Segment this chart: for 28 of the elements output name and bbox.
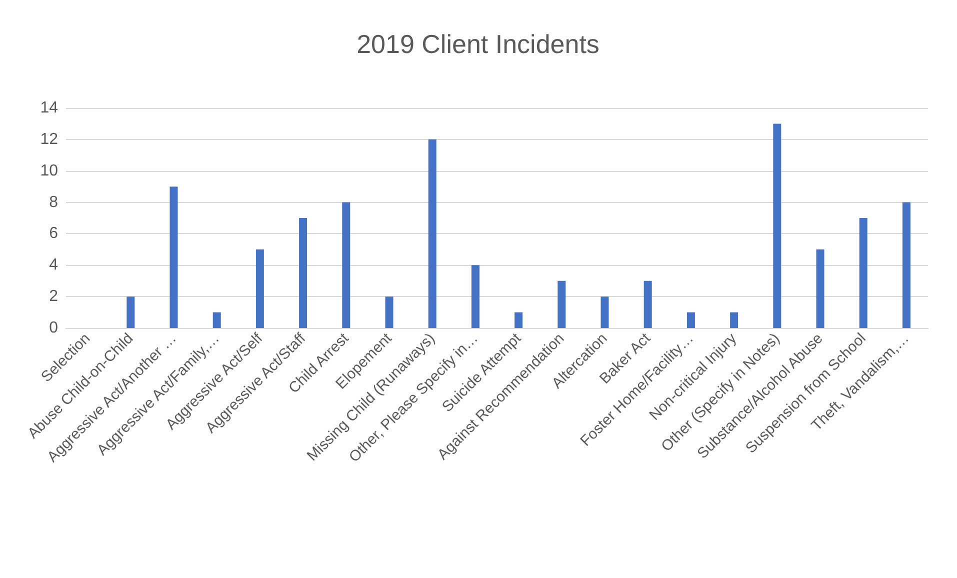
y-tick-label: 12 bbox=[40, 130, 58, 148]
y-tick-label: 2 bbox=[49, 288, 58, 306]
y-tick-label: 14 bbox=[40, 100, 58, 116]
bar bbox=[730, 312, 738, 328]
bar bbox=[902, 202, 910, 328]
bar bbox=[644, 280, 652, 328]
y-tick-label: 4 bbox=[49, 256, 58, 274]
bar bbox=[773, 124, 782, 328]
y-tick-label: 6 bbox=[49, 225, 58, 242]
bar bbox=[212, 312, 221, 328]
y-tick-label: 10 bbox=[40, 162, 58, 180]
bar bbox=[558, 280, 566, 328]
bar bbox=[170, 186, 178, 328]
bar bbox=[342, 202, 350, 328]
bar bbox=[859, 218, 868, 328]
bar bbox=[126, 296, 135, 328]
bar bbox=[471, 265, 480, 328]
bar bbox=[385, 296, 394, 328]
bar bbox=[686, 312, 695, 328]
bar bbox=[299, 218, 308, 328]
bar bbox=[514, 312, 523, 328]
y-tick-label: 0 bbox=[49, 320, 58, 336]
bar bbox=[600, 296, 609, 328]
y-tick-label: 8 bbox=[49, 194, 58, 211]
bar bbox=[256, 249, 264, 328]
bar bbox=[816, 249, 824, 328]
chart-title: 2019 Client Incidents bbox=[356, 29, 600, 59]
bar bbox=[428, 139, 436, 328]
